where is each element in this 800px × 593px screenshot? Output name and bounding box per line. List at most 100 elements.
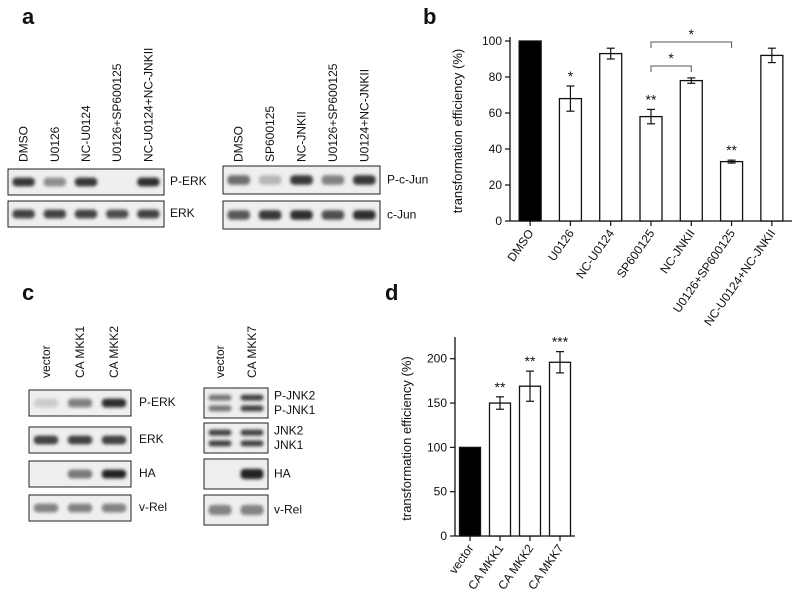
panel-c-left-blot-band xyxy=(67,398,93,408)
panel-a-right-lane-label: SP600125 xyxy=(263,106,277,162)
panel-c-right-blot-label: JNK1 xyxy=(274,438,304,452)
panel-a-left-blot-band xyxy=(43,209,67,219)
y-tick-label: 50 xyxy=(434,485,448,499)
panel-c-right-blot-frame xyxy=(203,422,269,454)
panel-c-right-blot-band xyxy=(208,394,232,401)
panel-a-left-blot-band xyxy=(43,177,67,187)
significance-marker: ** xyxy=(646,91,657,107)
panel-a-right-blot-band xyxy=(352,175,376,185)
panel-a-left-lane-label: U0126+SP600125 xyxy=(110,63,124,162)
panel-c-right-lane-label: CA MKK7 xyxy=(245,326,259,378)
y-tick-label: 100 xyxy=(427,440,447,454)
panel-a-right-lane-label: DMSO xyxy=(232,126,246,162)
panel-c-left-blot-band xyxy=(67,435,93,445)
panel-b-letter: b xyxy=(423,4,436,29)
panel-c-left-blot-label: ERK xyxy=(139,432,164,446)
panel-c-right-blot-band xyxy=(240,405,264,412)
bar-ca-mkk1 xyxy=(488,402,512,537)
bar-dmso xyxy=(518,40,542,222)
panel-a-right-blot-band xyxy=(258,175,282,185)
panel-a-left-blot-label: P-ERK xyxy=(170,174,207,188)
bar-ca-mkk7 xyxy=(548,361,572,537)
x-tick-label: SP600125 xyxy=(614,226,658,280)
panel-c-right-blot-band xyxy=(208,504,232,516)
y-tick-label: 80 xyxy=(489,70,503,84)
panel-a-letter: a xyxy=(22,4,35,29)
y-tick-label: 0 xyxy=(495,214,502,228)
x-tick-label: DMSO xyxy=(504,227,536,265)
panel-d-bar-chart: 0 50 100 150 200 transformation efficiency (%… xyxy=(399,334,575,592)
panel-c-left-blot-band xyxy=(33,503,59,513)
significance-marker: ** xyxy=(495,379,506,395)
bar-nc-jnkii xyxy=(679,79,703,222)
panel-c-right-blot-band xyxy=(240,468,264,480)
panel-a-right-blot-band xyxy=(352,210,376,220)
panel-c-left-lane-label: vector xyxy=(39,345,53,378)
x-tick-label: NC-U0124 xyxy=(573,226,617,281)
panel-a-left-blot-band xyxy=(74,209,98,219)
panel-a-western-blots: DMSO U0126 NC-U0124 U0126+SP600125 NC-U0124+… xyxy=(7,48,428,230)
panel-c-left-blot-band xyxy=(101,398,127,408)
y-tick-label: 60 xyxy=(489,106,503,120)
bar-ca-mkk2 xyxy=(518,385,542,537)
panel-c-right-blot-label: P-JNK1 xyxy=(274,403,316,417)
panel-a-right-lane-label: U0124+NC-JNKII xyxy=(357,69,371,162)
panel-c-left-blot-band xyxy=(67,469,93,479)
panel-a-left-blot-band xyxy=(105,209,129,219)
panel-c-right-blot-band xyxy=(208,405,232,412)
panel-a-right-blot-band xyxy=(258,210,282,220)
bar-vector xyxy=(458,446,482,537)
panel-a-left-blot-band xyxy=(137,177,160,187)
comparison-bracket-label: * xyxy=(689,26,695,42)
panel-c-right-blot-band xyxy=(240,394,264,401)
panel-a-left-lane-label: NC-U0124 xyxy=(79,105,93,162)
x-tick-label: NC-U0124+NC-JNKII xyxy=(701,227,778,329)
y-axis-title: transformation efficiency (%) xyxy=(399,356,414,521)
panel-a-left-blot-band xyxy=(74,177,98,187)
panel-c-right-blot-label: v-Rel xyxy=(274,503,302,517)
panel-c-left-blot-band xyxy=(101,469,127,479)
panel-c-right-blot-label: JNK2 xyxy=(274,423,304,437)
panel-c-left-lane-label: CA MKK1 xyxy=(73,326,87,378)
panel-c-left-blot-band xyxy=(33,398,59,408)
panel-a-right-blot-label: P-c-Jun xyxy=(387,172,428,186)
significance-marker: *** xyxy=(552,334,569,350)
panel-c-left-blot-label: v-Rel xyxy=(139,500,167,514)
panel-a-right-blot-band xyxy=(227,210,251,220)
panel-a-left-lane-label: DMSO xyxy=(17,126,31,162)
y-tick-label: 200 xyxy=(427,352,447,366)
x-tick-label: U0126 xyxy=(545,226,577,263)
y-tick-label: 100 xyxy=(482,34,502,48)
panel-a-right-blot-band xyxy=(321,175,345,185)
panel-a-right-blot-label: c-Jun xyxy=(387,207,416,221)
panel-a-left-blot-band xyxy=(12,177,35,187)
panel-c-left-blot-label: P-ERK xyxy=(139,395,176,409)
x-tick-label: NC-JNKII xyxy=(657,227,698,277)
panel-a-left-blot-band xyxy=(137,209,160,219)
comparison-bracket-label: * xyxy=(668,50,674,66)
panel-c-left-blot-band xyxy=(33,435,59,445)
panel-a-left-blot-label: ERK xyxy=(170,206,195,220)
y-tick-label: 40 xyxy=(489,142,503,156)
panel-c-left-blot-band xyxy=(67,503,93,513)
y-tick-label: 20 xyxy=(489,178,503,192)
panel-c-left-lane-label: CA MKK2 xyxy=(107,326,121,378)
panel-c-left-blot-band xyxy=(101,503,127,513)
panel-c-right-blot-frame xyxy=(203,387,269,419)
panel-c-right-blot-label: P-JNK2 xyxy=(274,388,316,402)
comparison-bracket xyxy=(650,65,692,72)
bar-nc-u0124 xyxy=(599,52,623,222)
bar-sp600125 xyxy=(639,115,663,222)
panel-a-left-blot-band xyxy=(12,209,35,219)
comparison-bracket xyxy=(650,41,733,48)
panel-c-right-blot-band xyxy=(240,440,264,447)
y-axis-title: transformation efficiency (%) xyxy=(450,49,465,214)
panel-c-right-lane-label: vector xyxy=(213,345,227,378)
bar-u0126-sp600125 xyxy=(719,160,744,222)
panel-a-left-lane-label: U0126 xyxy=(48,126,62,162)
panel-a-right-lane-label: U0126+SP600125 xyxy=(326,63,340,162)
panel-c-right-blot-band xyxy=(208,429,232,436)
panel-c-letter: c xyxy=(22,280,34,305)
panel-b-bar-chart: 0 20 40 60 80 100 transformation efficiency (%… xyxy=(450,26,792,328)
